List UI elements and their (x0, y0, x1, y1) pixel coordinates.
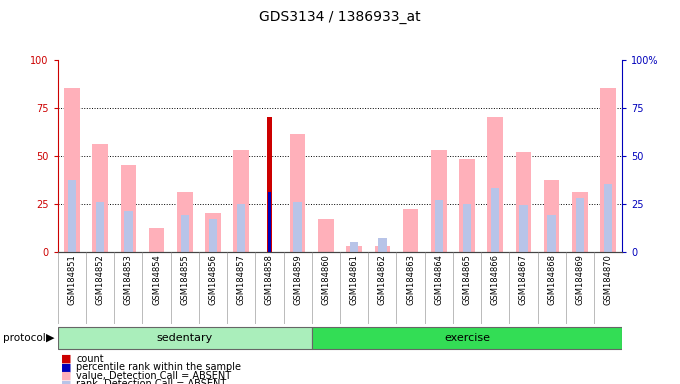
Text: GSM184856: GSM184856 (209, 255, 218, 305)
Bar (520, 205, 528, 252)
Bar (237, 204, 245, 252)
Bar (350, 242, 358, 252)
Bar (205, 213, 221, 252)
Bar (290, 134, 305, 252)
Bar (64, 88, 80, 252)
Text: exercise: exercise (444, 333, 490, 343)
Bar (431, 150, 447, 252)
Bar (346, 246, 362, 252)
Text: sedentary: sedentary (156, 333, 213, 343)
Bar (92, 144, 108, 252)
Bar (209, 219, 217, 252)
Bar (120, 165, 136, 252)
Text: GSM184870: GSM184870 (604, 255, 613, 305)
Text: ■: ■ (61, 371, 71, 381)
Text: GSM184862: GSM184862 (378, 255, 387, 305)
Bar (294, 202, 302, 252)
Bar (233, 150, 249, 252)
Bar (96, 202, 104, 252)
Text: rank, Detection Call = ABSENT: rank, Detection Call = ABSENT (76, 379, 226, 384)
Text: GDS3134 / 1386933_at: GDS3134 / 1386933_at (259, 10, 421, 23)
Bar (58, 327, 312, 349)
Bar (318, 219, 334, 252)
Bar (268, 192, 271, 252)
Bar (177, 192, 192, 252)
Bar (604, 184, 612, 252)
Text: value, Detection Call = ABSENT: value, Detection Call = ABSENT (76, 371, 231, 381)
Bar (149, 228, 165, 252)
Bar (576, 198, 584, 252)
Text: ■: ■ (61, 379, 71, 384)
Text: GSM184859: GSM184859 (293, 255, 302, 305)
Text: percentile rank within the sample: percentile rank within the sample (76, 362, 241, 372)
Text: ▶: ▶ (46, 333, 54, 343)
Bar (547, 215, 556, 252)
Text: count: count (76, 354, 104, 364)
Bar (375, 246, 390, 252)
Text: GSM184852: GSM184852 (96, 255, 105, 305)
Text: protocol: protocol (3, 333, 46, 343)
Text: GSM184869: GSM184869 (575, 255, 584, 305)
Text: GSM184864: GSM184864 (435, 255, 443, 305)
Text: ■: ■ (61, 354, 71, 364)
Bar (459, 159, 475, 252)
Text: GSM184863: GSM184863 (406, 255, 415, 305)
Text: GSM184858: GSM184858 (265, 255, 274, 305)
Bar (463, 204, 471, 252)
Text: GSM184857: GSM184857 (237, 255, 245, 305)
Bar (124, 211, 133, 252)
Text: GSM184866: GSM184866 (491, 255, 500, 305)
Text: GSM184865: GSM184865 (462, 255, 471, 305)
Text: GSM184860: GSM184860 (322, 255, 330, 305)
Bar (488, 117, 503, 252)
Bar (491, 188, 499, 252)
Text: GSM184861: GSM184861 (350, 255, 358, 305)
Bar (572, 192, 588, 252)
Text: ■: ■ (61, 362, 71, 372)
Text: GSM184853: GSM184853 (124, 255, 133, 305)
Bar (267, 117, 272, 252)
Text: GSM184867: GSM184867 (519, 255, 528, 305)
Bar (435, 200, 443, 252)
Bar (378, 238, 386, 252)
Bar (403, 209, 418, 252)
Text: GSM184854: GSM184854 (152, 255, 161, 305)
Bar (312, 327, 622, 349)
Bar (181, 215, 189, 252)
Text: GSM184851: GSM184851 (67, 255, 76, 305)
Bar (600, 88, 616, 252)
Bar (68, 180, 76, 252)
Bar (515, 152, 531, 252)
Bar (544, 180, 560, 252)
Text: GSM184868: GSM184868 (547, 255, 556, 305)
Text: GSM184855: GSM184855 (180, 255, 189, 305)
